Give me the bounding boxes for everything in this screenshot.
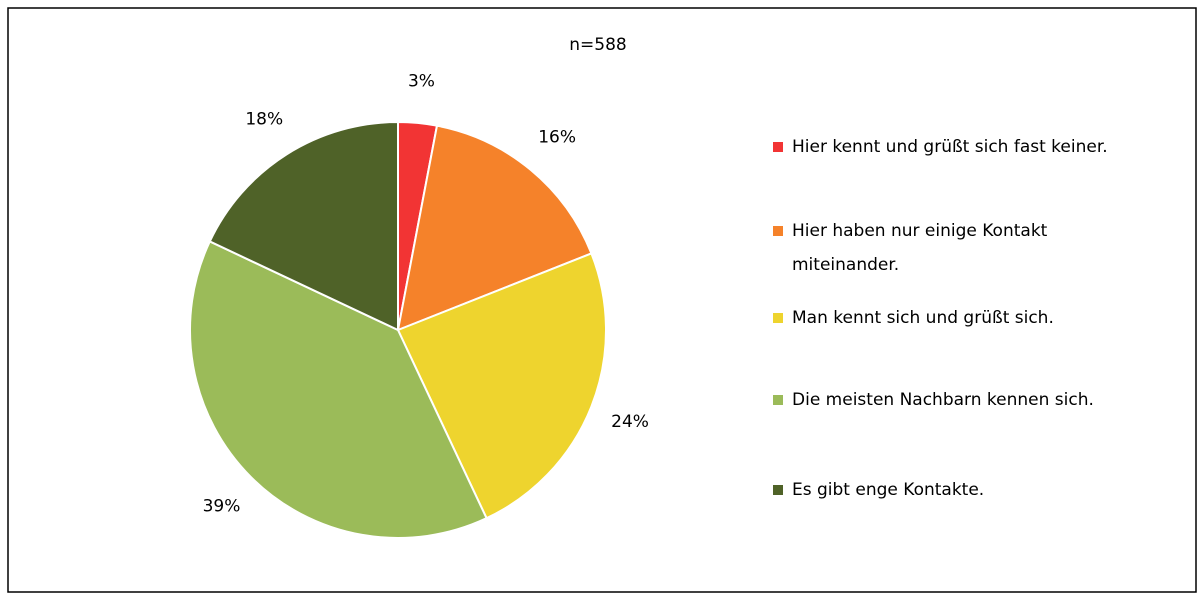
legend-label: Es gibt enge Kontakte. bbox=[792, 480, 984, 500]
legend-marker bbox=[773, 226, 783, 236]
pie-slice bbox=[189, 240, 488, 539]
legend-marker bbox=[773, 395, 783, 405]
data-label: 18% bbox=[245, 109, 283, 129]
data-label: 39% bbox=[203, 496, 241, 516]
pie-slice bbox=[208, 120, 399, 332]
chart-subtitle: n=588 bbox=[569, 35, 626, 55]
legend-label: Man kennt sich und grüßt sich. bbox=[792, 308, 1054, 328]
legend-label: Hier haben nur einige Kontakt miteinander… bbox=[792, 221, 1048, 275]
legend-marker bbox=[773, 142, 783, 152]
legend-label: Hier kennt und grüßt sich fast keiner. bbox=[792, 137, 1108, 157]
data-label: 3% bbox=[408, 72, 435, 92]
legend-marker bbox=[773, 485, 783, 495]
data-label: 16% bbox=[538, 128, 576, 148]
legend-label: Die meisten Nachbarn kennen sich. bbox=[792, 390, 1094, 410]
data-label: 24% bbox=[611, 412, 649, 432]
pie-slice bbox=[396, 252, 607, 520]
legend-marker bbox=[773, 313, 783, 323]
pie-slice bbox=[396, 124, 593, 332]
